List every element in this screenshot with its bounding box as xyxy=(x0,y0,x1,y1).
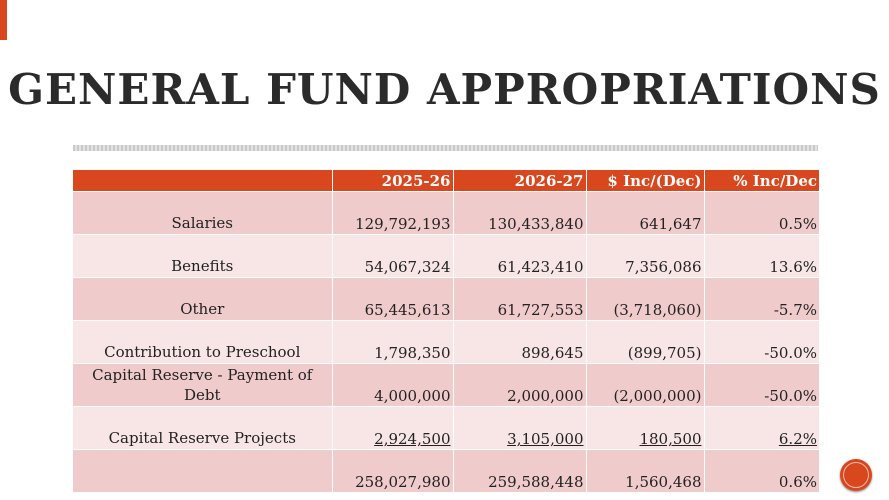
row-label: Benefits xyxy=(73,234,333,278)
cell-2025-26: 258,027,980 xyxy=(332,449,454,492)
header-dollar-change: $ Inc/(Dec) xyxy=(586,170,705,192)
cell-2026-27: 61,423,410 xyxy=(453,234,587,278)
title-divider xyxy=(73,145,818,151)
cell-percent-change: 0.5% xyxy=(704,191,819,235)
cell-2026-27: 61,727,553 xyxy=(453,277,587,321)
cell-dollar-change: 180,500 xyxy=(586,406,705,450)
table-row: Other 65,445,613 61,727,553 (3,718,060) … xyxy=(73,277,819,321)
cell-2026-27: 259,588,448 xyxy=(453,449,587,492)
cell-2025-26: 129,792,193 xyxy=(332,191,454,235)
cell-dollar-change: 7,356,086 xyxy=(586,234,705,278)
cell-2025-26: 4,000,000 xyxy=(332,363,454,407)
slide-title: GENERAL FUND APPROPRIATIONS xyxy=(8,65,881,114)
cell-dollar-change: 641,647 xyxy=(586,191,705,235)
header-2025-26: 2025-26 xyxy=(332,170,454,192)
table-total-row: 258,027,980 259,588,448 1,560,468 0.6% xyxy=(73,449,819,492)
header-2026-27: 2026-27 xyxy=(453,170,587,192)
cell-percent-change: -50.0% xyxy=(704,363,819,407)
cell-2026-27: 898,645 xyxy=(453,320,587,364)
table-row: Salaries 129,792,193 130,433,840 641,647… xyxy=(73,191,819,235)
slide-nav-button[interactable] xyxy=(840,459,872,491)
row-label: Capital Reserve Projects xyxy=(73,406,333,450)
appropriations-table: 2025-26 2026-27 $ Inc/(Dec) % Inc/Dec Sa… xyxy=(73,170,819,492)
cell-dollar-change: (3,718,060) xyxy=(586,277,705,321)
table-row: Capital Reserve - Payment of Debt 4,000,… xyxy=(73,363,819,407)
table-row: Benefits 54,067,324 61,423,410 7,356,086… xyxy=(73,234,819,278)
cell-2026-27: 130,433,840 xyxy=(453,191,587,235)
header-percent-change: % Inc/Dec xyxy=(704,170,819,192)
cell-percent-change: 13.6% xyxy=(704,234,819,278)
cell-dollar-change: 1,560,468 xyxy=(586,449,705,492)
row-label: Capital Reserve - Payment of Debt xyxy=(73,363,333,407)
table-row: Capital Reserve Projects 2,924,500 3,105… xyxy=(73,406,819,450)
cell-percent-change: 0.6% xyxy=(704,449,819,492)
cell-percent-change: 6.2% xyxy=(704,406,819,450)
cell-2025-26: 2,924,500 xyxy=(332,406,454,450)
row-label xyxy=(73,449,333,492)
header-category xyxy=(73,170,333,192)
cell-2025-26: 54,067,324 xyxy=(332,234,454,278)
cell-percent-change: -5.7% xyxy=(704,277,819,321)
cell-2025-26: 65,445,613 xyxy=(332,277,454,321)
corner-accent-bar xyxy=(0,0,7,40)
table-row: Contribution to Preschool 1,798,350 898,… xyxy=(73,320,819,364)
table-header-row: 2025-26 2026-27 $ Inc/(Dec) % Inc/Dec xyxy=(73,170,819,192)
cell-percent-change: -50.0% xyxy=(704,320,819,364)
row-label: Salaries xyxy=(73,191,333,235)
row-label: Other xyxy=(73,277,333,321)
row-label: Contribution to Preschool xyxy=(73,320,333,364)
cell-2026-27: 3,105,000 xyxy=(453,406,587,450)
cell-dollar-change: (899,705) xyxy=(586,320,705,364)
cell-dollar-change: (2,000,000) xyxy=(586,363,705,407)
cell-2025-26: 1,798,350 xyxy=(332,320,454,364)
circle-button-icon xyxy=(843,462,869,488)
cell-2026-27: 2,000,000 xyxy=(453,363,587,407)
